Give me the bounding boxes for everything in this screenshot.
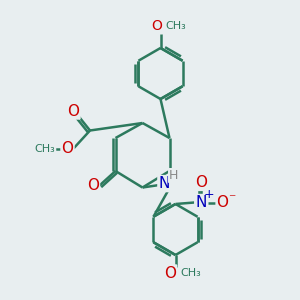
Text: O: O (61, 141, 74, 156)
Text: O: O (164, 266, 176, 280)
Text: +: + (204, 188, 215, 201)
Text: O: O (195, 175, 207, 190)
Text: CH₃: CH₃ (34, 143, 56, 154)
Text: CH₃: CH₃ (166, 21, 187, 31)
Text: H: H (169, 169, 178, 182)
Text: N: N (195, 195, 207, 210)
Text: O: O (152, 20, 162, 33)
Text: N: N (158, 176, 170, 191)
Text: O: O (217, 195, 229, 210)
Text: ⁻: ⁻ (229, 192, 236, 206)
Text: O: O (68, 103, 80, 118)
Text: O: O (87, 178, 99, 194)
Text: CH₃: CH₃ (180, 268, 201, 278)
